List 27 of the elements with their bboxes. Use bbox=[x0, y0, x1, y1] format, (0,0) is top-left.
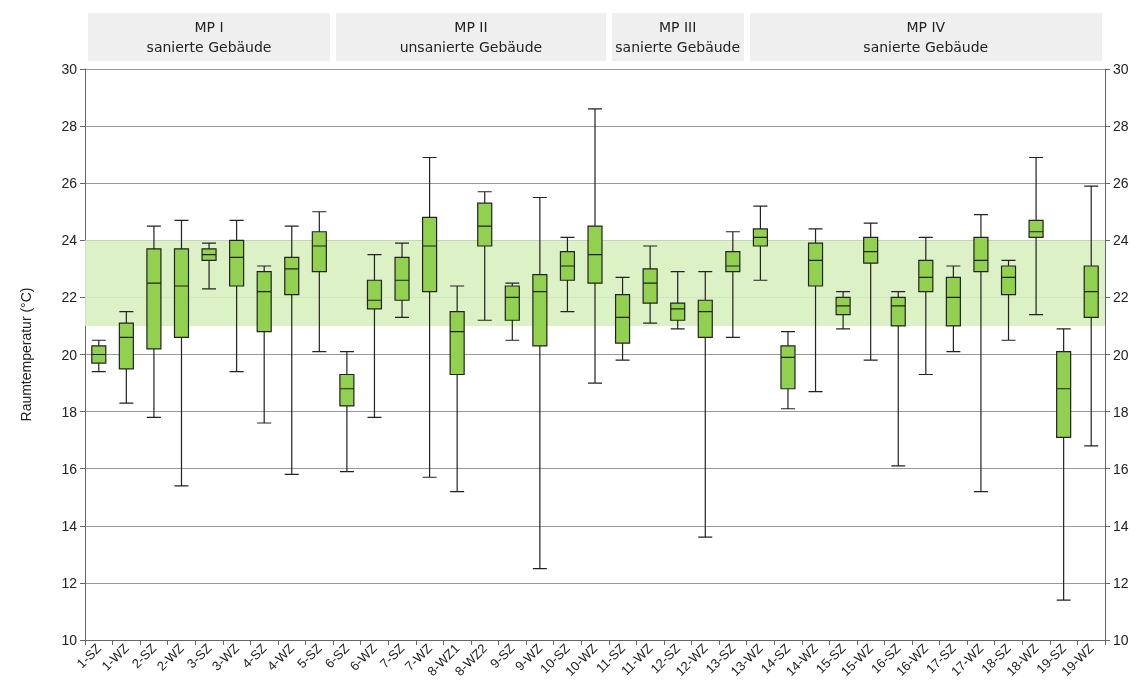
y-tick-label: 24 bbox=[61, 232, 78, 249]
y-tick-label: 28 bbox=[61, 118, 78, 135]
y2-tick-label: 18 bbox=[1113, 403, 1129, 420]
y-tick-label: 26 bbox=[61, 175, 78, 192]
y2-tick-label: 12 bbox=[1113, 574, 1129, 591]
y2-tick-label: 16 bbox=[1113, 460, 1129, 477]
text: MP IV sanierte Gebäude bbox=[749, 13, 1102, 61]
text: MP III sanierte Gebäude bbox=[611, 13, 744, 61]
y2-tick-label: 10 bbox=[1113, 632, 1129, 648]
y2-tick-label: 24 bbox=[1113, 232, 1129, 249]
y-tick-label: 30 bbox=[61, 61, 78, 77]
y-tick-label: 10 bbox=[61, 632, 78, 648]
y2-tick-label: 26 bbox=[1113, 175, 1129, 192]
text: MP II unsanierte Gebäude bbox=[336, 13, 606, 61]
y2-tick-label: 22 bbox=[1113, 289, 1129, 306]
y2-tick-label: 14 bbox=[1113, 517, 1129, 534]
y-axis-title: Raumtemperatur (°C) bbox=[18, 287, 34, 422]
y-tick-label: 12 bbox=[61, 574, 78, 591]
y-tick-label: 22 bbox=[61, 289, 78, 306]
y-tick-label: 18 bbox=[61, 403, 78, 420]
y2-tick-label: 28 bbox=[1113, 118, 1129, 135]
y2-tick-label: 30 bbox=[1113, 61, 1129, 77]
y-tick-label: 14 bbox=[61, 517, 78, 534]
y-tick-label: 16 bbox=[61, 460, 78, 477]
y2-tick-label: 20 bbox=[1113, 346, 1129, 363]
text: MP I sanierte Gebäude bbox=[88, 13, 331, 61]
y-tick-label: 20 bbox=[61, 346, 78, 363]
